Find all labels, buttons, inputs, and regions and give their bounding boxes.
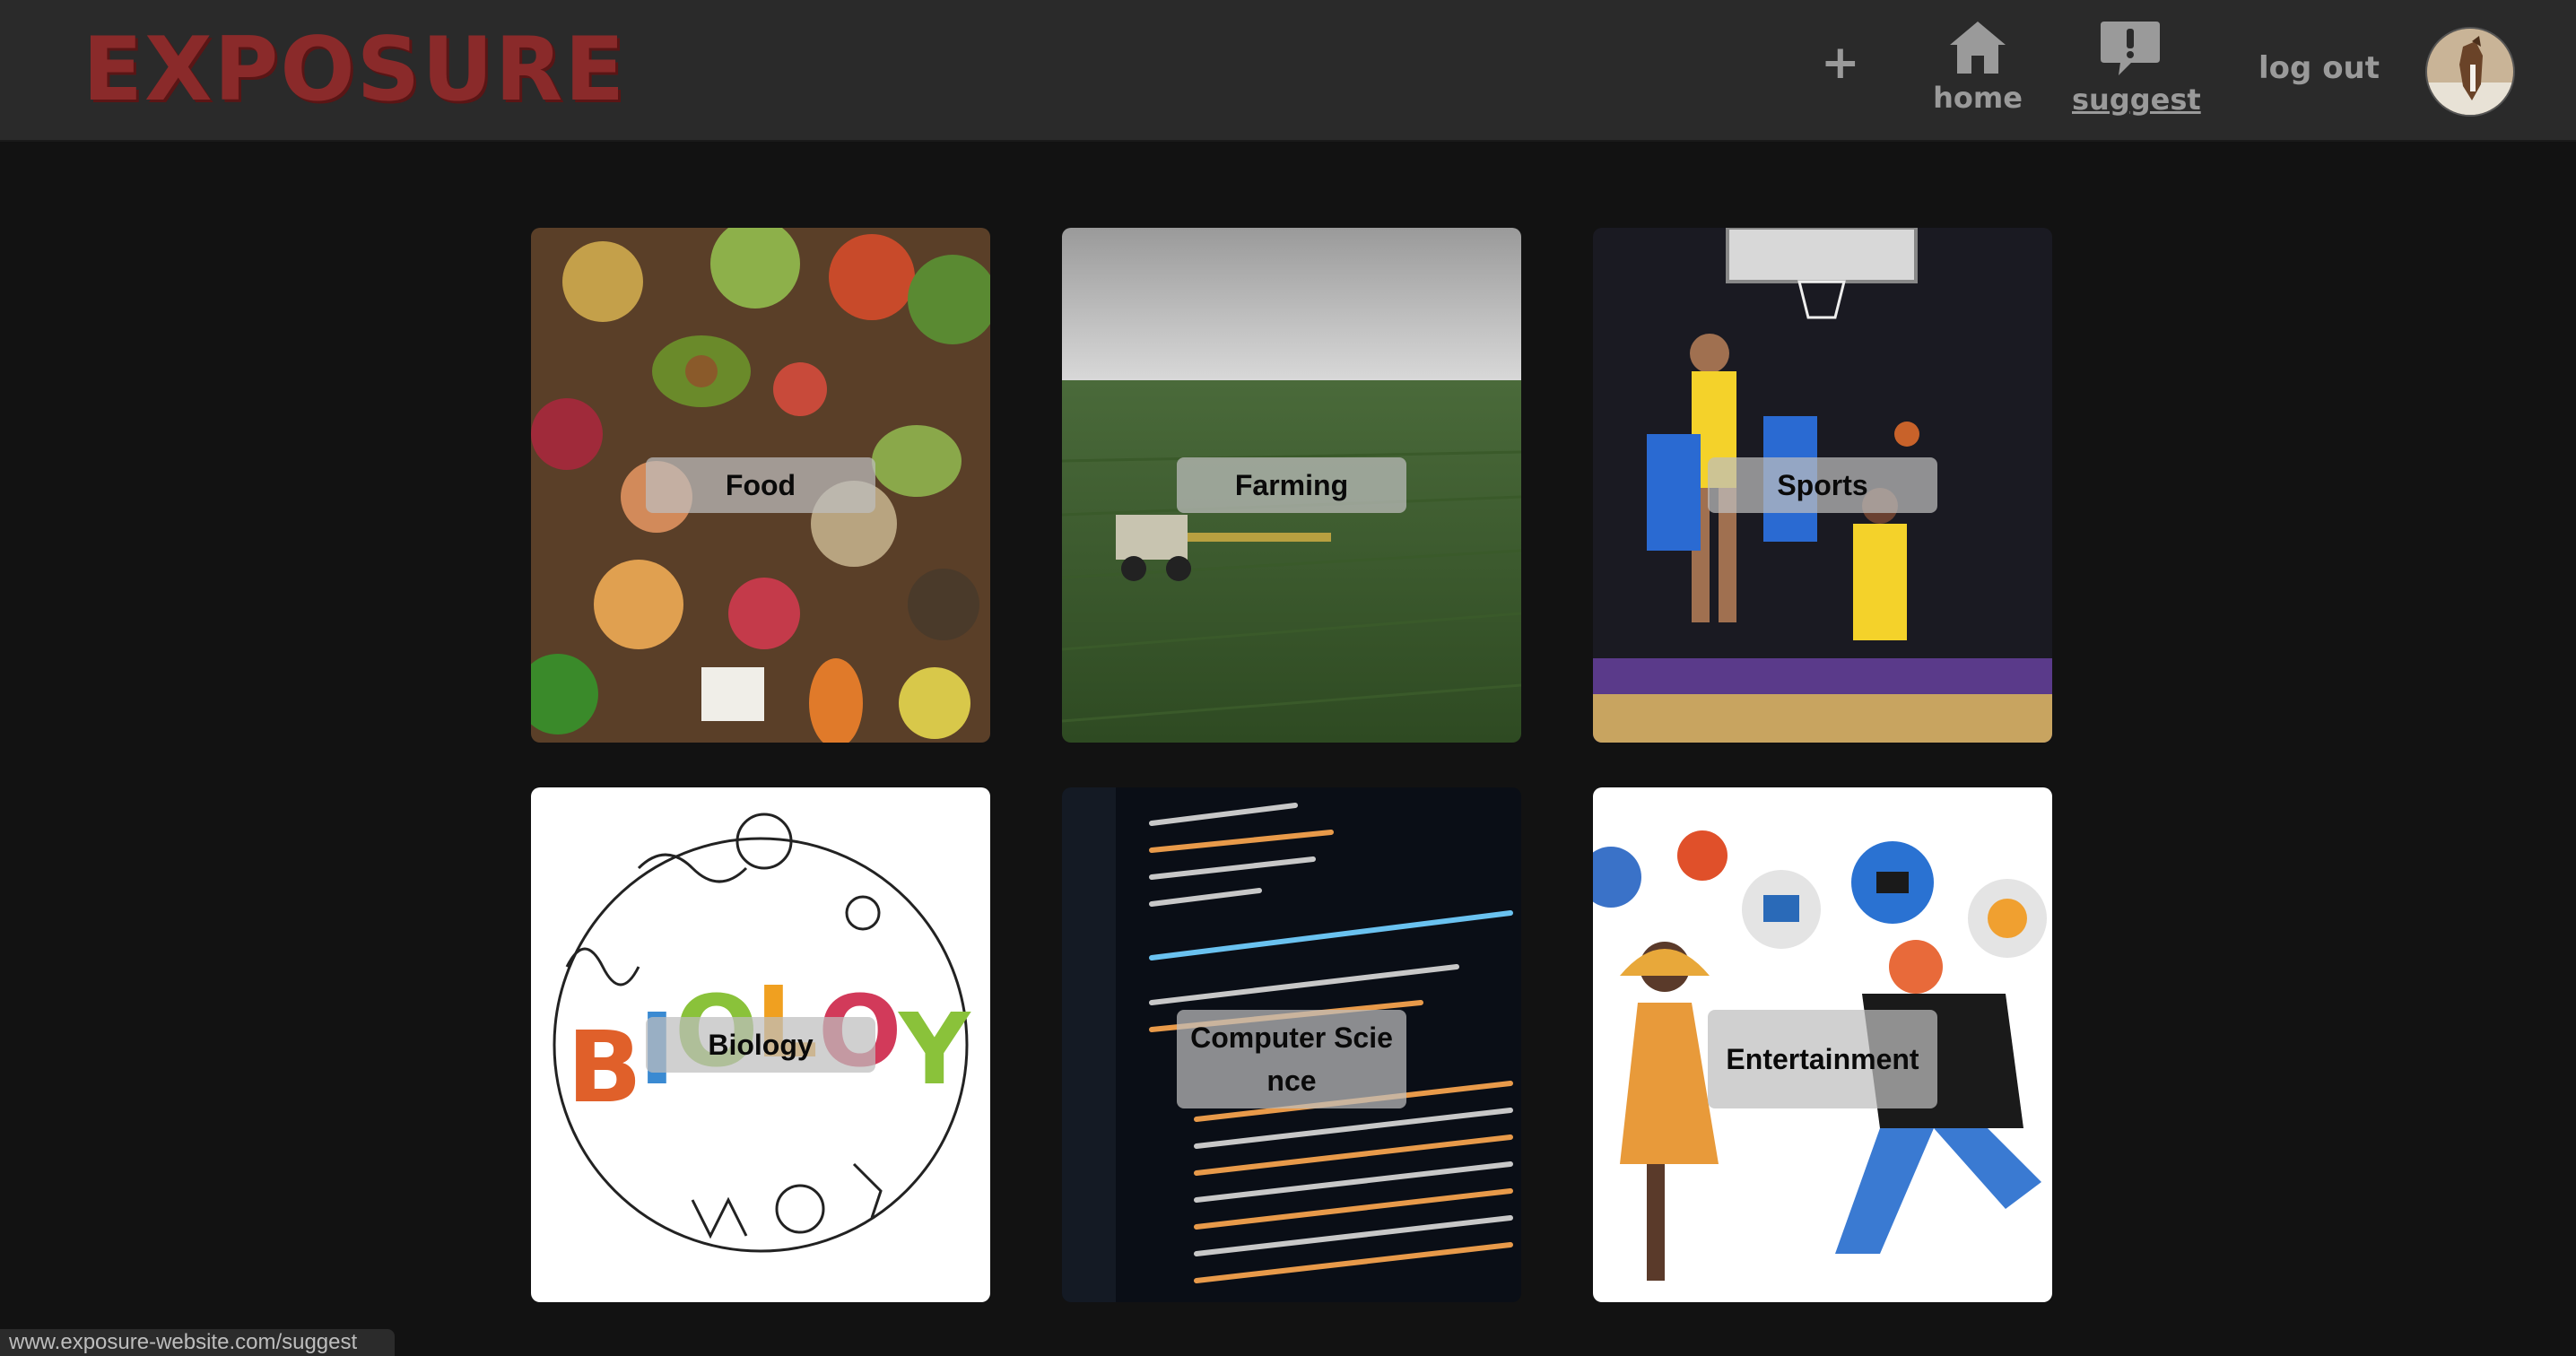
topic-label: Sports	[1708, 457, 1937, 513]
status-bar-url: www.exposure-website.com/suggest	[0, 1329, 395, 1356]
add-button[interactable]: +	[1821, 36, 1860, 90]
topic-label: Food	[646, 457, 875, 513]
topic-label: Computer Science	[1177, 1010, 1406, 1108]
topic-card-food[interactable]: Food	[531, 228, 990, 743]
speech-bubble-icon	[2101, 22, 2160, 75]
suggest-label: suggest	[2072, 83, 2201, 117]
biology-image: B I O L O Y	[531, 787, 990, 1302]
site-logo[interactable]: EXPOSURE	[83, 19, 627, 121]
top-nav-bar: EXPOSURE + home suggest log out	[0, 0, 2576, 142]
topic-card-farming[interactable]: Farming	[1062, 228, 1521, 743]
topic-label: Entertainment	[1708, 1010, 1937, 1108]
home-label: home	[1933, 81, 2023, 115]
topic-card-sports[interactable]: Sports	[1593, 228, 2052, 743]
topic-card-computer-science[interactable]: Computer Science	[1062, 787, 1521, 1302]
user-avatar[interactable]	[2425, 27, 2515, 117]
svg-text:B: B	[567, 1010, 642, 1125]
svg-text:Y: Y	[897, 992, 971, 1107]
logout-button[interactable]: log out	[2258, 50, 2380, 86]
house-icon	[1950, 22, 2006, 74]
topic-card-biology[interactable]: B I O L O Y Biology	[531, 787, 990, 1302]
horse-avatar-icon	[2427, 29, 2513, 115]
topic-card-entertainment[interactable]: Entertainment	[1593, 787, 2052, 1302]
suggest-nav-button[interactable]: suggest	[2072, 18, 2201, 117]
farming-image	[1062, 228, 1521, 743]
food-image	[531, 228, 990, 743]
topic-label: Farming	[1177, 457, 1406, 513]
topic-label: Biology	[646, 1017, 875, 1073]
home-nav-button[interactable]: home	[1928, 18, 2027, 115]
